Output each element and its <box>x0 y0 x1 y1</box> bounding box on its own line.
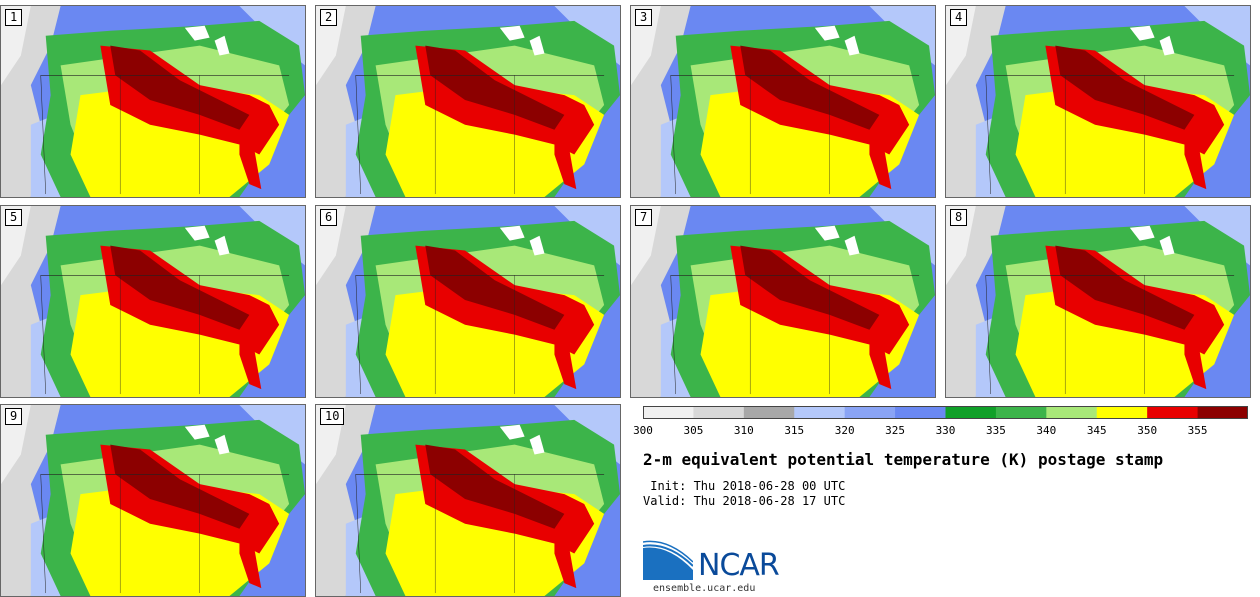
colorbar-segment <box>1096 406 1148 419</box>
map-image <box>631 206 935 397</box>
colorbar-segment <box>995 406 1047 419</box>
valid-time: Valid: Thu 2018-06-28 17 UTC <box>643 494 846 508</box>
colorbar-tick-label: 305 <box>683 424 704 437</box>
map-image <box>1 6 305 197</box>
member-panel-4: 4 <box>945 5 1251 198</box>
map-image <box>946 6 1250 197</box>
init-time: Init: Thu 2018-06-28 00 UTC <box>643 479 846 493</box>
colorbar-tick-label: 335 <box>985 424 1006 437</box>
member-panel-7: 7 <box>630 205 936 398</box>
colorbar-tick-label: 320 <box>834 424 855 437</box>
member-label: 2 <box>320 9 338 26</box>
map-image <box>316 405 620 596</box>
colorbar-segment <box>844 406 896 419</box>
member-panel-6: 6 <box>315 205 621 398</box>
colorbar-tick-label: 355 <box>1187 424 1208 437</box>
colorbar-segment <box>794 406 846 419</box>
colorbar-tick-label: 315 <box>784 424 805 437</box>
member-label: 4 <box>950 9 968 26</box>
member-panel-3: 3 <box>630 5 936 198</box>
plot-title: 2-m equivalent potential temperature (K)… <box>643 450 1164 469</box>
member-label: 3 <box>635 9 653 26</box>
colorbar-tick-label: 330 <box>935 424 956 437</box>
colorbar-segment <box>693 406 745 419</box>
member-panel-1: 1 <box>0 5 306 198</box>
colorbar-tick-label: 300 <box>633 424 653 437</box>
colorbar-segment <box>895 406 946 419</box>
colorbar-segment <box>945 406 997 419</box>
member-label: 5 <box>5 209 23 226</box>
member-label: 8 <box>950 209 968 226</box>
map-image <box>946 206 1250 397</box>
colorbar-tick-label: 350 <box>1137 424 1158 437</box>
colorbar-tick-label: 340 <box>1036 424 1057 437</box>
member-panel-8: 8 <box>945 205 1251 398</box>
ncar-logo-icon <box>643 540 693 580</box>
colorbar-segment <box>643 406 694 419</box>
member-panel-5: 5 <box>0 205 306 398</box>
member-panel-2: 2 <box>315 5 621 198</box>
colorbar <box>643 406 1248 419</box>
map-image <box>316 206 620 397</box>
map-image <box>631 6 935 197</box>
member-label: 6 <box>320 209 338 226</box>
colorbar-tick-label: 310 <box>733 424 754 437</box>
map-image <box>1 206 305 397</box>
member-panel-9: 9 <box>0 404 306 597</box>
map-image <box>316 6 620 197</box>
colorbar-segment <box>1197 406 1248 419</box>
site-url[interactable]: ensemble.ucar.edu <box>653 583 756 594</box>
member-label: 1 <box>5 9 23 26</box>
colorbar-segment <box>743 406 795 419</box>
member-label: 10 <box>320 408 345 425</box>
colorbar-tick-label: 345 <box>1086 424 1107 437</box>
member-panel-10: 10 <box>315 404 621 597</box>
colorbar-tick-label: 325 <box>885 424 906 437</box>
member-label: 9 <box>5 408 23 425</box>
logo-text: NCAR <box>698 548 780 583</box>
member-label: 7 <box>635 209 653 226</box>
colorbar-segment <box>1147 406 1199 419</box>
map-image <box>1 405 305 596</box>
colorbar-segment <box>1046 406 1098 419</box>
